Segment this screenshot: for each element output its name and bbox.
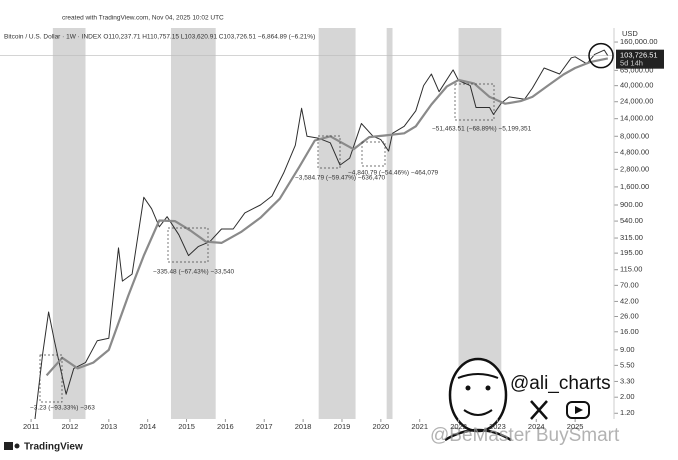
y-tick-label: 70.00 [620, 280, 639, 289]
measure-box [361, 141, 386, 167]
avatar [444, 357, 512, 442]
eye [485, 385, 491, 391]
logo: TradingView [4, 442, 83, 453]
measure-box [167, 227, 209, 263]
y-tick-label: 14,000.00 [620, 114, 653, 123]
highlight-band [318, 28, 356, 419]
x-tick-label: 2025 [567, 422, 584, 431]
y-tick-label: 40,000.00 [620, 81, 653, 90]
watermark: @BeMaster BuySmart [430, 425, 620, 446]
y-tick-label: 115.00 [620, 265, 642, 274]
annotation: −4,840.79 (−54.46%) −464,079 [348, 170, 439, 177]
x-tick-label: 2019 [334, 422, 351, 431]
logo-icon [4, 442, 13, 450]
bands [52, 28, 502, 419]
y-tick-label: 16.00 [620, 327, 639, 336]
x-tick-label: 2021 [411, 422, 428, 431]
y-tick-label: 24,000.00 [620, 97, 653, 106]
logo-text: TradingView [24, 442, 83, 453]
last-price-label: 103,726.51 [620, 51, 658, 60]
x-tick-label: 2018 [295, 422, 312, 431]
y-tick-label: 540.00 [620, 216, 643, 225]
price-line [45, 57, 609, 377]
highlight-circle [588, 42, 614, 69]
y-tick-label: 5.50 [620, 360, 635, 369]
measure-box [39, 354, 63, 403]
smile [463, 409, 493, 416]
plot [34, 49, 609, 420]
x-tick-label: 2017 [256, 422, 273, 431]
y-tick-label: 1,600.00 [620, 182, 649, 191]
chart-title: Bitcoin / U.S. Dollar · 1W · INDEX O110,… [4, 34, 315, 41]
x-tick-label: 2011 [23, 422, 39, 431]
y-tick-label: 4,800.00 [620, 147, 649, 156]
y-tick-label: 3.30 [620, 376, 635, 385]
y-tick-label: 1.20 [620, 408, 635, 417]
y-tick-label: 8,000.00 [620, 131, 649, 140]
y-tick-label: 900.00 [620, 200, 643, 209]
y-tick-label: 42.00 [620, 296, 639, 305]
annotation: −51,463.51 (−68.89%) −5,199,351 [432, 126, 532, 133]
annotation: −335.48 (−67.43%) −33,540 [153, 269, 235, 276]
youtube-icon [575, 406, 583, 414]
created-note: created with TradingView.com, Nov 04, 20… [62, 15, 224, 22]
y-tick-label: 195.00 [620, 248, 643, 257]
x-tick-label: 2022 [450, 422, 467, 431]
annotation: −3,584.79 (−59.47%) −636,470 [295, 175, 386, 182]
measure-box [454, 83, 495, 121]
handle: @ali_charts [510, 373, 611, 394]
annotation: −3.23 (−93.33%) −363 [30, 405, 95, 412]
y-tick-label: 2,800.00 [620, 164, 649, 173]
last-price-box [616, 49, 664, 69]
y-tick-label: 315.00 [620, 233, 643, 242]
x-tick-label: 2016 [217, 422, 234, 431]
y-tick-label: 26.00 [620, 311, 639, 320]
countdown: 5d 14h [620, 59, 643, 68]
shoulders [444, 428, 512, 442]
x-tick-label: 2023 [489, 422, 506, 431]
x-tick-label: 2015 [178, 422, 195, 431]
logo-icon [14, 443, 20, 449]
x-tick-label: 2012 [62, 422, 79, 431]
y-tick-label: 65,000.00 [620, 65, 653, 74]
x-tick-label: 2020 [372, 422, 389, 431]
highlight-band [52, 28, 86, 419]
y-tick-label: 2.00 [620, 392, 635, 401]
y-tick-label: 160,000.00 [620, 37, 658, 46]
currency: USD [622, 29, 638, 38]
y-tick-label: 9.00 [620, 345, 635, 354]
measure-box [317, 135, 341, 169]
x-tick-label: 2024 [528, 422, 545, 431]
brow [457, 373, 499, 379]
highlight-band [386, 28, 393, 419]
youtube-icon [566, 401, 590, 419]
eye [465, 385, 471, 391]
x-tick-label: 2013 [100, 422, 117, 431]
x-icon [530, 400, 548, 420]
x-tick-label: 2014 [139, 422, 156, 431]
price-line [34, 49, 609, 420]
